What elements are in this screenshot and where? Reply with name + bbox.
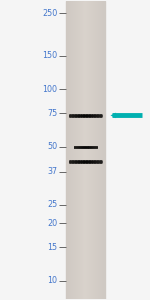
Bar (80, 1, 81, 299)
Bar (82, 1, 83, 299)
Bar (69, 1, 70, 299)
Bar (102, 1, 103, 299)
Bar (81, 1, 82, 299)
Text: 50: 50 (47, 142, 57, 152)
Bar (87, 1, 88, 299)
Bar (101, 1, 102, 299)
Bar (95, 1, 96, 299)
Bar (100, 1, 101, 299)
Bar (93, 1, 94, 299)
Bar (83, 1, 84, 299)
Text: 25: 25 (47, 200, 57, 209)
Bar (91, 1, 92, 299)
Bar (79, 1, 80, 299)
Bar (76, 1, 77, 299)
Text: 75: 75 (47, 109, 57, 118)
Bar (84, 1, 85, 299)
Bar (92, 1, 93, 299)
Bar (103, 1, 104, 299)
Bar (77, 1, 78, 299)
Bar (74, 1, 75, 299)
Bar (72, 1, 73, 299)
Bar (94, 1, 95, 299)
Bar (70, 1, 71, 299)
Bar (96, 1, 97, 299)
Bar (73, 1, 74, 299)
Text: 37: 37 (47, 167, 57, 176)
Bar (99, 1, 100, 299)
Bar (97, 1, 98, 299)
Bar (104, 1, 105, 299)
Bar (88, 1, 89, 299)
Bar (89, 1, 90, 299)
Bar (66, 1, 67, 299)
Bar (90, 1, 91, 299)
Text: 20: 20 (47, 219, 57, 228)
Bar (67, 1, 68, 299)
Bar (98, 1, 99, 299)
Bar (85, 1, 86, 299)
Text: 250: 250 (42, 8, 57, 17)
Text: 100: 100 (42, 85, 57, 94)
Bar (82, 1, 83, 299)
Bar (71, 1, 72, 299)
Bar (78, 1, 79, 299)
Text: 15: 15 (47, 242, 57, 251)
Text: 150: 150 (42, 51, 57, 60)
Bar (75, 1, 76, 299)
Text: 10: 10 (47, 276, 57, 285)
Bar (86, 1, 87, 299)
Bar (68, 1, 69, 299)
